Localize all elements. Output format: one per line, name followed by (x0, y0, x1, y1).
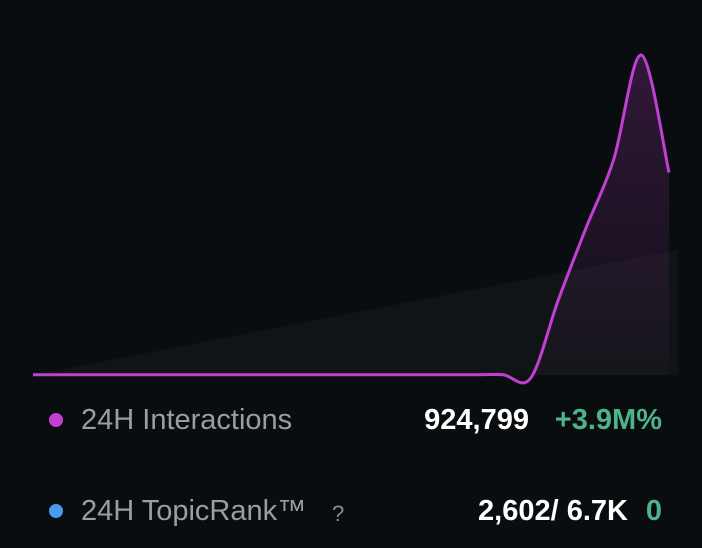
stat-label: 24H TopicRank™ (81, 495, 307, 527)
chart (33, 53, 671, 385)
stat-row: 24H TopicRank™ ? 2,602/ 6.7K 0 (0, 491, 702, 531)
line (33, 53, 671, 385)
legend-dot (49, 413, 63, 427)
stat-change: 0 (645, 495, 662, 527)
area (33, 54, 669, 383)
stat-value: 2,602/ 6.7K (478, 495, 628, 527)
stat-label: 24H Interactions (81, 404, 293, 436)
stat-row: 24H Interactions 924,799 +3.9M% (0, 400, 702, 440)
stat-value: 924,799 (424, 404, 529, 436)
stat-change: +3.9M% (554, 404, 662, 436)
help-icon[interactable]: ? (332, 501, 345, 526)
legend-dot (49, 504, 63, 518)
